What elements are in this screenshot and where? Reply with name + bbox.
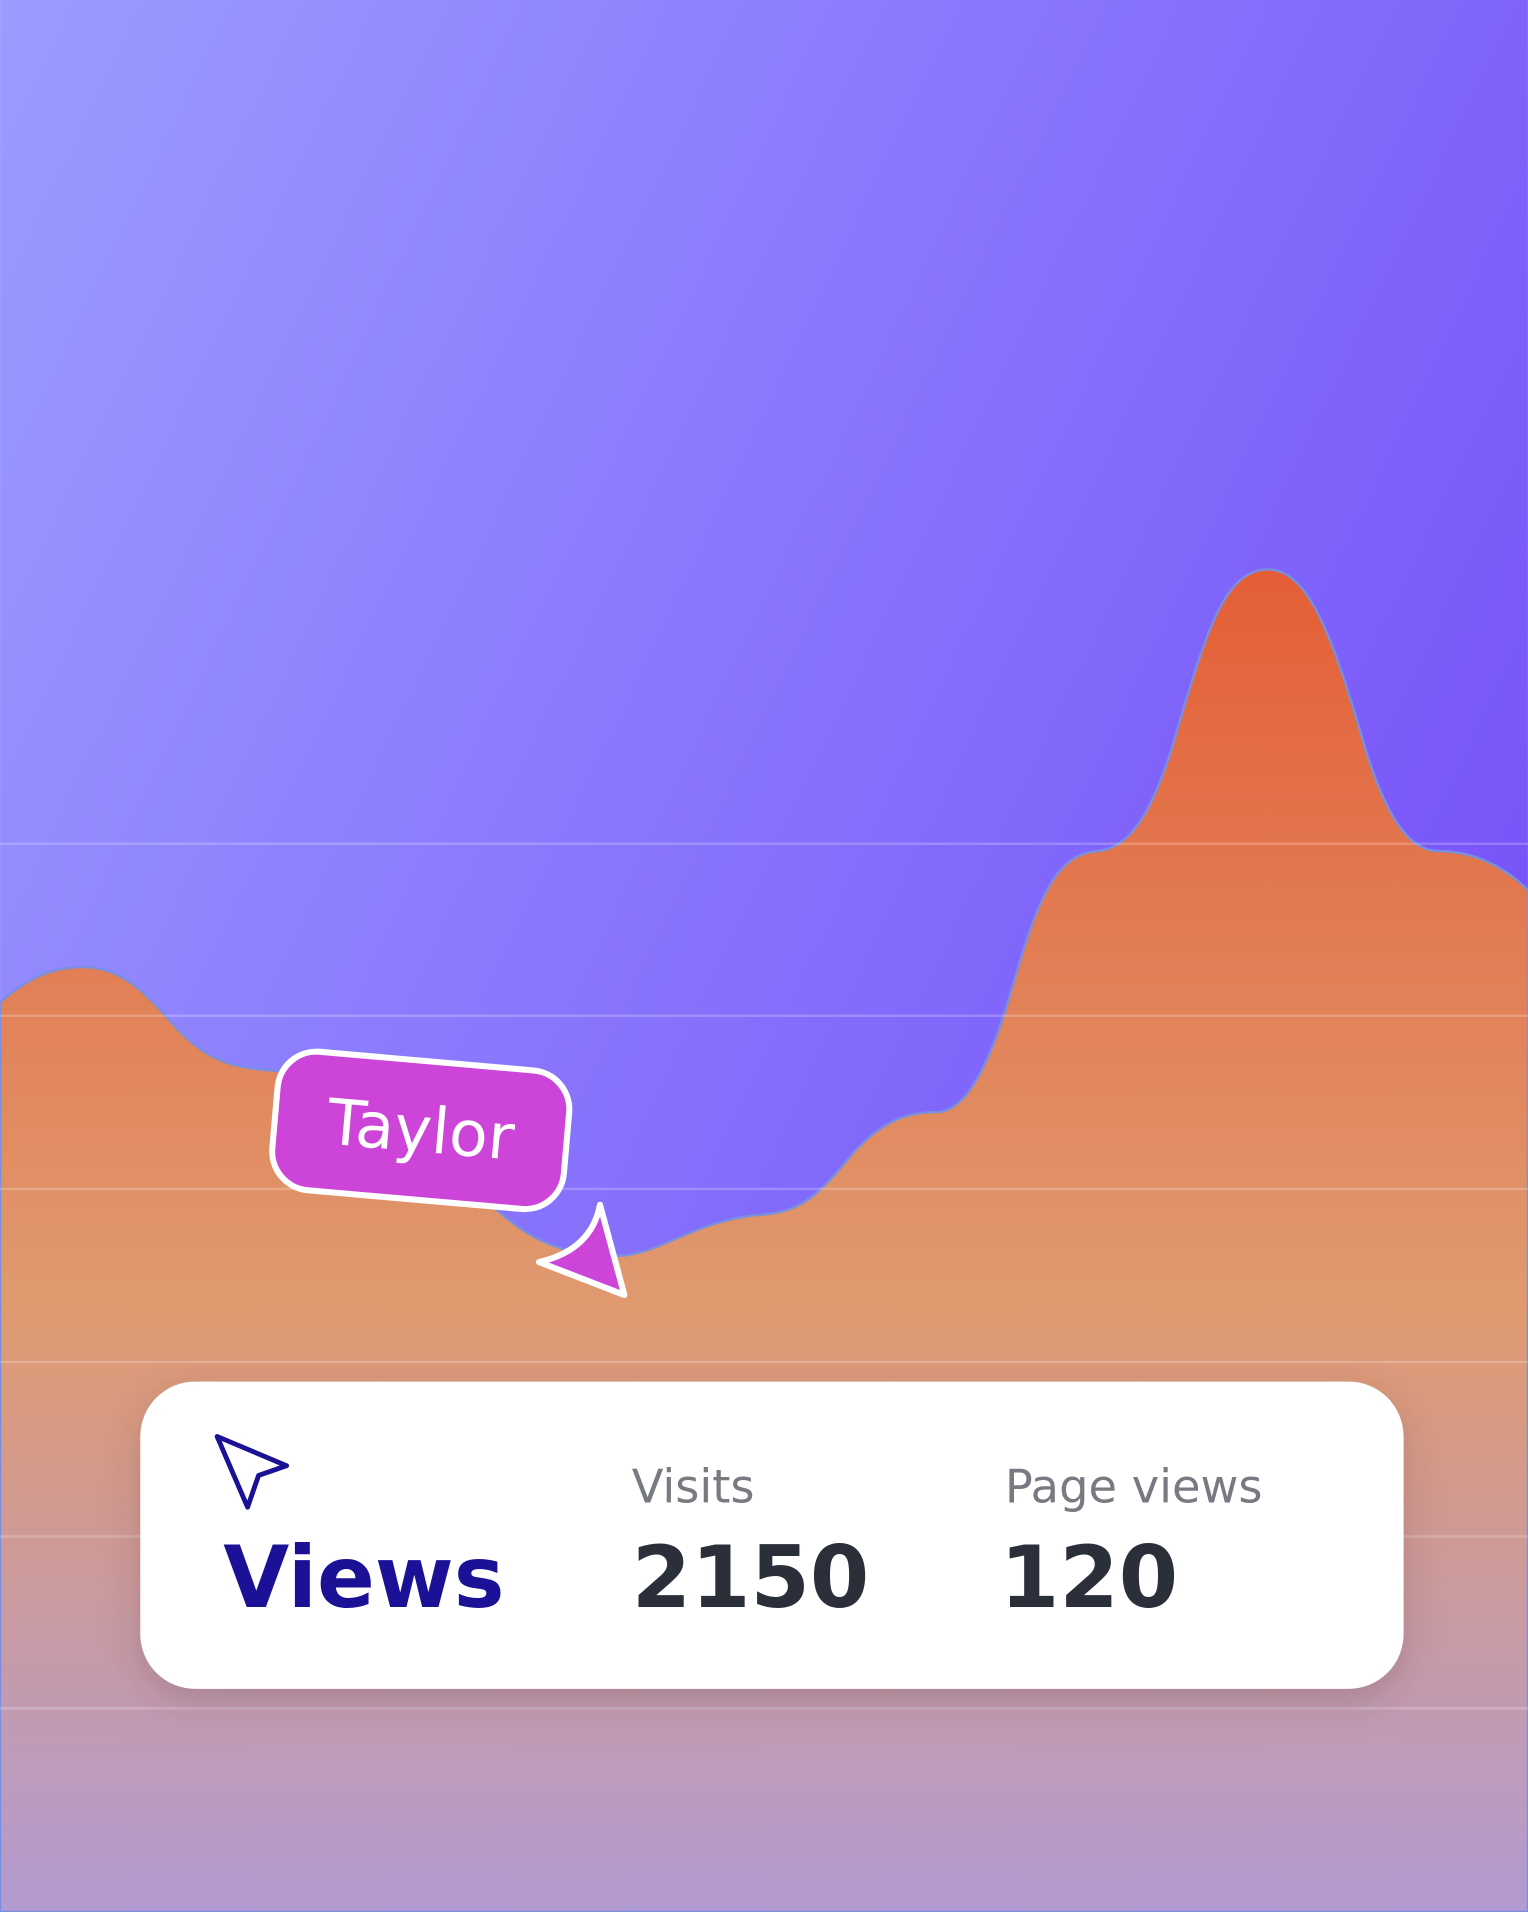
tag-label: Taylor xyxy=(323,1085,518,1175)
stat-value: 2150 xyxy=(632,1529,870,1628)
stats-card xyxy=(140,1381,1404,1689)
card-title: Views xyxy=(223,1529,504,1628)
user-tag: Taylor xyxy=(269,1048,573,1213)
stat-label: Visits xyxy=(632,1459,755,1513)
stat-label: Page views xyxy=(1005,1459,1263,1513)
cursor-icon xyxy=(214,1434,290,1510)
stat-value: 120 xyxy=(1000,1529,1178,1628)
cursor-pointer xyxy=(535,1201,628,1299)
tag-bubble xyxy=(269,1048,573,1213)
